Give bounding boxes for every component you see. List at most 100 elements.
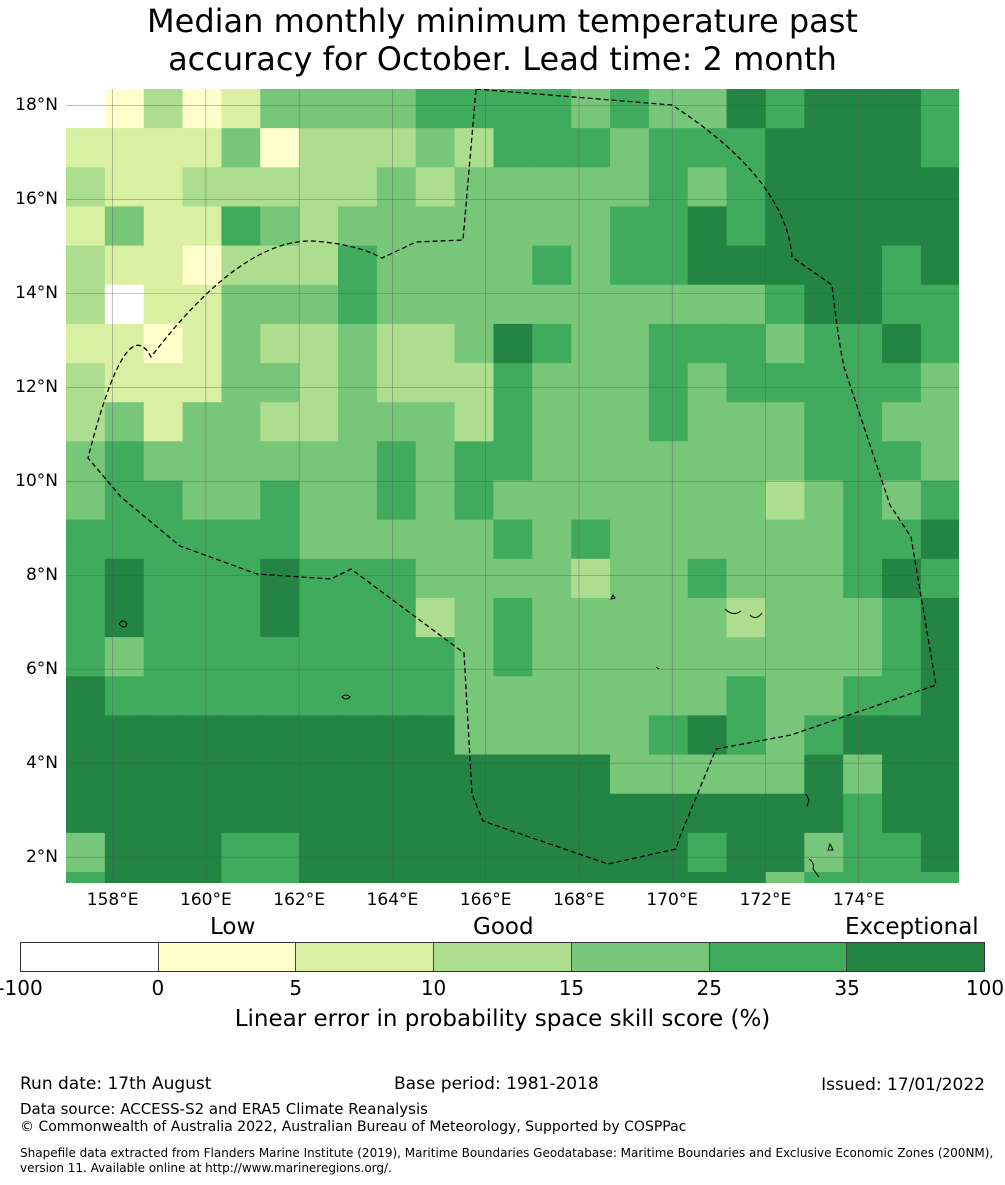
grid-cell [843, 206, 883, 247]
grid-cell [882, 363, 922, 403]
grid-cell [648, 754, 689, 795]
grid-cell [726, 206, 767, 247]
grid-cell [454, 402, 495, 442]
eez-boundary [87, 89, 937, 865]
grid-cell [687, 363, 728, 403]
grid-cell [338, 441, 378, 482]
longitude-tick-label: 174°E [832, 890, 885, 910]
grid-cell [610, 441, 650, 482]
grid-cell [376, 402, 417, 442]
grid-cell [260, 676, 300, 716]
colorbar-segment [158, 943, 297, 971]
grid-cell [454, 676, 495, 716]
grid-cell [765, 480, 805, 521]
grid-cell [726, 480, 767, 521]
grid-cell [221, 793, 261, 834]
grid-cell [726, 519, 767, 560]
grid-cell [376, 284, 417, 325]
grid-cell [182, 480, 223, 521]
grid-cell [765, 167, 805, 208]
grid-cell [843, 793, 883, 834]
shapefile-note: Shapefile data extracted from Flanders M… [20, 1146, 994, 1175]
grid-cell [726, 89, 767, 129]
grid-cell [493, 89, 533, 129]
grid-cell [104, 597, 145, 638]
grid-cell [610, 832, 650, 873]
grid-cell [338, 597, 378, 638]
grid-cell [648, 363, 689, 403]
grid-cell [610, 597, 650, 638]
grid-cell [66, 167, 106, 208]
grid-cell [726, 441, 767, 482]
grid-cell [415, 597, 456, 638]
grid-cell [104, 441, 145, 482]
latitude-tick-label: 10°N [15, 471, 58, 492]
colorbar-tick-label: 35 [834, 976, 860, 1000]
grid-cell [182, 402, 223, 442]
grid-cell [182, 558, 223, 599]
grid-cell [726, 167, 767, 208]
colorbar-tick-label: 25 [696, 976, 722, 1000]
grid-cell [765, 89, 805, 129]
grid-cell [804, 793, 844, 834]
grid-cell [338, 363, 378, 403]
grid-cell [882, 715, 922, 756]
grid-cell [532, 872, 572, 883]
grid-cell [415, 519, 456, 560]
grid-cell [648, 872, 689, 883]
grid-cell [687, 128, 728, 168]
colorbar-category-low: Low [210, 914, 256, 940]
grid-cell [104, 872, 145, 883]
grid-cell [260, 167, 300, 208]
colorbar-segment [434, 943, 572, 971]
grid-cell [804, 89, 844, 129]
grid-cell [493, 637, 533, 677]
grid-cell [765, 245, 805, 286]
grid-cell [66, 480, 106, 521]
longitude-tick-label: 172°E [739, 890, 792, 910]
graticule [66, 89, 959, 883]
grid-cell [376, 363, 417, 403]
grid-cell [493, 519, 533, 560]
grid-cell [687, 89, 728, 129]
grid-cell [182, 793, 223, 834]
grid-cell [260, 832, 300, 873]
grid-cell [765, 793, 805, 834]
grid-cell [338, 832, 378, 873]
grid-cell [104, 754, 145, 795]
grid-cell [687, 480, 728, 521]
grid-cell [843, 128, 883, 168]
grid-cell [493, 754, 533, 795]
grid-cell [571, 597, 611, 638]
grid-cell [221, 206, 261, 247]
grid-cell [376, 167, 417, 208]
grid-cell [493, 167, 533, 208]
grid-cell [260, 323, 300, 364]
grid-cell [920, 754, 959, 795]
grid-cell [104, 284, 145, 325]
grid-cell [415, 558, 456, 599]
grid-cell [765, 323, 805, 364]
grid-cell [260, 754, 300, 795]
grid-cell [338, 558, 378, 599]
grid-cell [610, 558, 650, 599]
grid-cell [648, 597, 689, 638]
grid-cell [726, 363, 767, 403]
grid-cell [182, 715, 223, 756]
grid-cell [571, 128, 611, 168]
grid-cell [804, 167, 844, 208]
grid-cell [726, 715, 767, 756]
grid-cell [882, 558, 922, 599]
grid-cell [687, 206, 728, 247]
grid-cell [571, 715, 611, 756]
grid-cell [882, 167, 922, 208]
grid-cell [843, 284, 883, 325]
grid-cell [726, 597, 767, 638]
grid-cell [648, 715, 689, 756]
colorbar-tick-label: 5 [289, 976, 303, 1000]
grid-cell [920, 872, 959, 883]
grid-cell [571, 872, 611, 883]
grid-cell [726, 832, 767, 873]
latitude-tick-label: 16°N [15, 189, 58, 210]
grid-cell [182, 128, 223, 168]
